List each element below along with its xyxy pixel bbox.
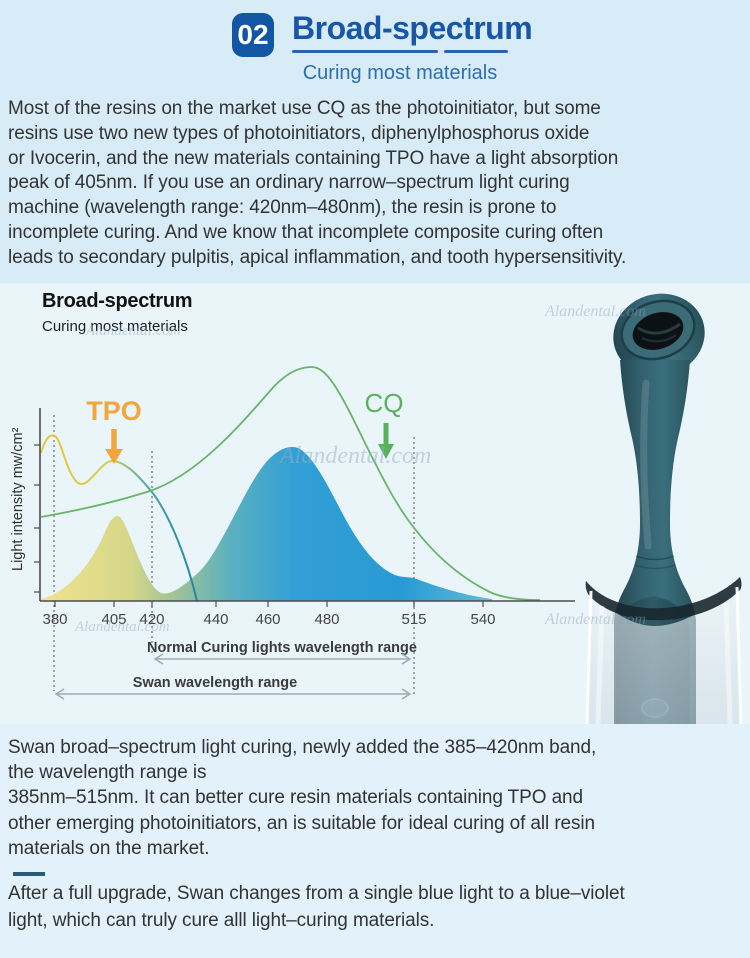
chart-section: Broad-spectrum Curing most materials (0, 283, 750, 724)
x-tick-540: 540 (470, 611, 495, 628)
x-axis-ticks (54, 601, 484, 607)
normal-range-arrow (153, 653, 412, 665)
section-number: 02 (237, 19, 269, 50)
normal-range-label: Normal Curing lights wavelength range (147, 640, 417, 656)
stand-front (586, 584, 742, 724)
stand-reflection-left (595, 605, 605, 724)
neck-ring-2 (634, 564, 676, 570)
title-underline-left (292, 50, 438, 53)
neck-highlight (640, 379, 652, 550)
x-tick-420: 420 (139, 611, 164, 628)
x-tick-380: 380 (42, 611, 67, 628)
chart-title: Broad-spectrum (42, 290, 193, 312)
lens-reflection-2 (641, 334, 677, 343)
neck-ring-1 (635, 555, 675, 561)
device-button (641, 698, 669, 718)
title-underline-right (444, 50, 508, 53)
tpo-label: TPO (86, 396, 142, 426)
stand-reflection-right (723, 602, 733, 724)
cq-label: CQ (365, 388, 404, 418)
x-tick-labels: 380 405 420 440 460 480 515 540 (42, 611, 495, 628)
curing-light-product-image (585, 293, 743, 724)
y-axis-ticks (34, 444, 40, 593)
intro-paragraph: Most of the resins on the market use CQ … (8, 98, 627, 268)
header-section: 02 Broad-spectrum Curing most materials … (0, 0, 750, 283)
x-tick-460: 460 (255, 611, 280, 628)
page-subtitle: Curing most materials (302, 62, 498, 84)
x-tick-440: 440 (203, 611, 228, 628)
divider-line (13, 872, 45, 876)
x-tick-515: 515 (401, 611, 426, 628)
cq-arrow-icon (378, 423, 394, 459)
chart-subtitle: Curing most materials (42, 318, 188, 335)
tpo-arrow-icon (105, 429, 123, 464)
lens-reflection-1 (637, 322, 681, 335)
summary-paragraph: Swan broad–spectrum light curing, newly … (8, 737, 597, 859)
spectrum-chart: 380 405 420 440 460 480 515 540 Light in… (10, 366, 575, 700)
x-tick-480: 480 (314, 611, 339, 628)
stand-edge-right (735, 586, 743, 724)
swan-range-arrow (54, 688, 412, 700)
upgrade-paragraph: After a full upgrade, Swan changes from … (8, 883, 625, 931)
page-title: Broad-spectrum (292, 10, 533, 46)
summary-section: Swan broad–spectrum light curing, newly … (0, 724, 750, 958)
stand-rim (585, 577, 742, 621)
swan-range-label: Swan wavelength range (133, 675, 297, 691)
emission-spectrum-area (41, 447, 492, 601)
y-axis-label: Light intensity mw/cm² (10, 427, 26, 571)
x-tick-405: 405 (101, 611, 126, 628)
stand-edge-left (585, 590, 593, 724)
tpo-absorption-line (40, 434, 198, 602)
section-number-badge: 02 (232, 13, 274, 57)
cq-absorption-line (40, 366, 541, 601)
